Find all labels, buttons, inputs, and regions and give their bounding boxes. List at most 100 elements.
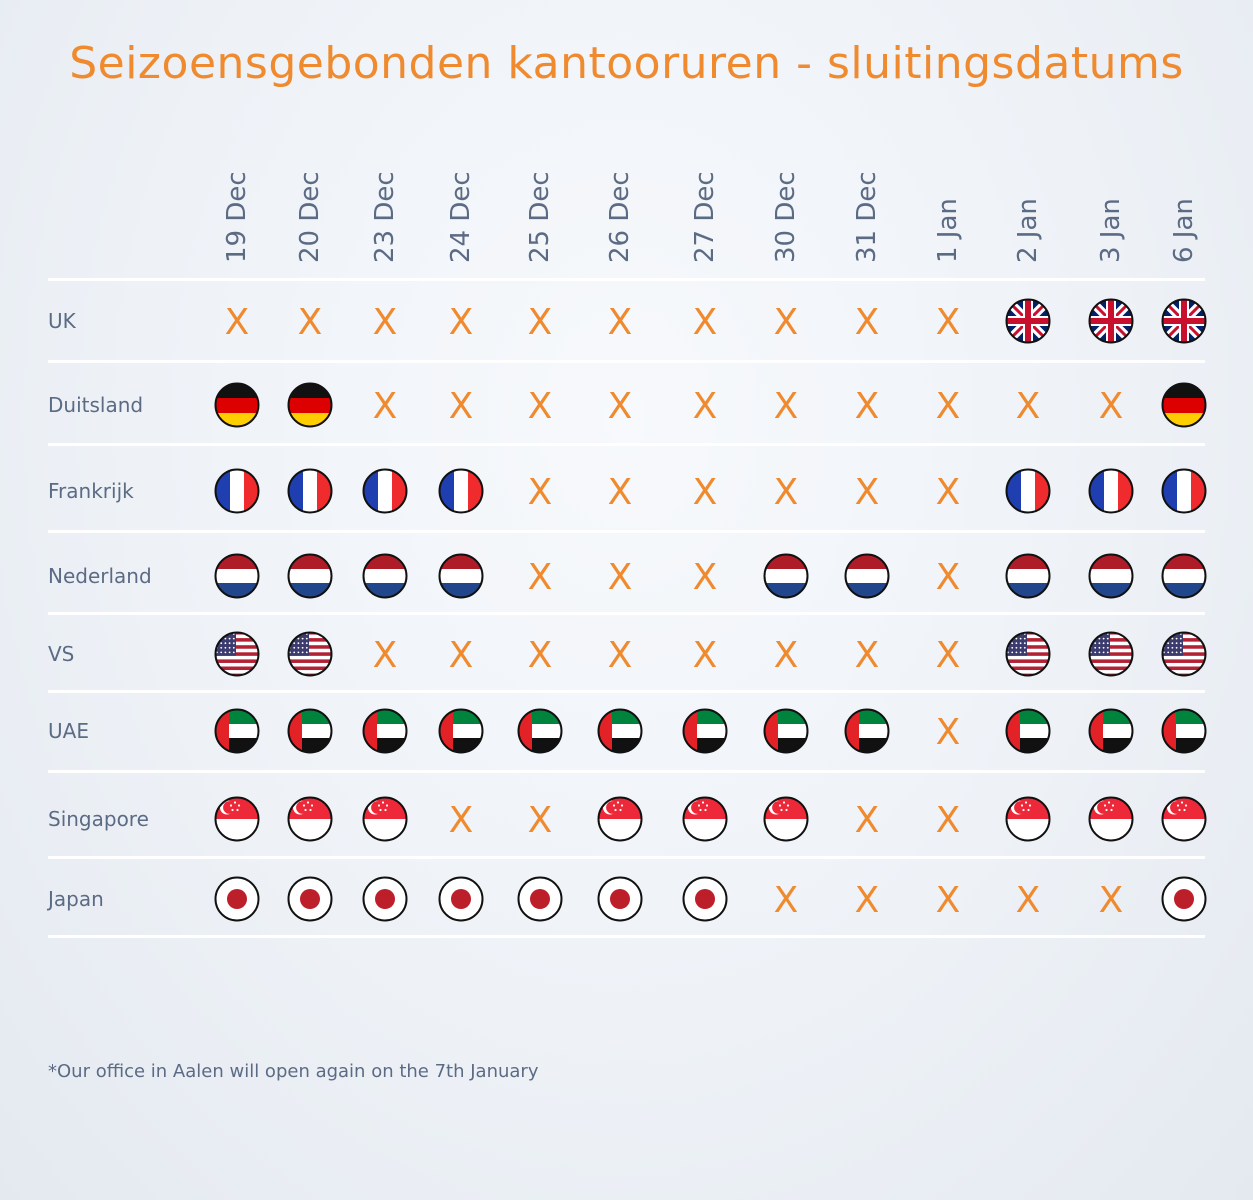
footnote: *Our office in Aalen will open again on … — [48, 1061, 539, 1082]
row-divider — [48, 856, 1205, 859]
closed-x: X — [935, 386, 961, 427]
row-divider — [48, 530, 1205, 533]
closed-x: X — [773, 302, 799, 343]
japan-flag-icon — [516, 875, 564, 923]
country-label: Singapore — [48, 807, 149, 831]
closed-x: X — [773, 635, 799, 676]
closed-mark: X — [596, 552, 644, 600]
date-header: 27 Dec — [690, 171, 720, 263]
closed-mark: X — [843, 297, 891, 345]
closed-mark: X — [681, 467, 729, 515]
uae-flag-icon — [681, 707, 729, 755]
closed-mark: X — [516, 630, 564, 678]
closed-mark: X — [213, 297, 261, 345]
closed-x: X — [607, 557, 633, 598]
date-header: 30 Dec — [771, 171, 801, 263]
closed-mark: X — [596, 630, 644, 678]
france-flag-icon — [213, 467, 261, 515]
closed-mark: X — [681, 630, 729, 678]
netherlands-flag-icon — [437, 552, 485, 600]
closed-x: X — [854, 386, 880, 427]
closed-x: X — [527, 472, 553, 513]
germany-flag-icon — [213, 381, 261, 429]
japan-flag-icon — [596, 875, 644, 923]
uae-flag-icon — [361, 707, 409, 755]
row-divider — [48, 278, 1205, 281]
country-label: UAE — [48, 719, 89, 743]
uae-flag-icon — [213, 707, 261, 755]
singapore-flag-icon — [213, 795, 261, 843]
uae-flag-icon — [762, 707, 810, 755]
closed-mark: X — [843, 875, 891, 923]
closed-x: X — [692, 386, 718, 427]
country-label: Nederland — [48, 564, 152, 588]
closed-mark: X — [596, 381, 644, 429]
japan-flag-icon — [213, 875, 261, 923]
closed-mark: X — [361, 297, 409, 345]
closed-x: X — [224, 302, 250, 343]
closed-x: X — [935, 880, 961, 921]
netherlands-flag-icon — [1160, 552, 1208, 600]
closed-x: X — [1015, 386, 1041, 427]
date-header: 6 Jan — [1169, 198, 1199, 263]
closed-mark: X — [516, 297, 564, 345]
singapore-flag-icon — [1004, 795, 1052, 843]
country-label: Duitsland — [48, 393, 144, 417]
row-divider — [48, 690, 1205, 693]
netherlands-flag-icon — [843, 552, 891, 600]
closed-mark: X — [843, 630, 891, 678]
closed-mark: X — [924, 875, 972, 923]
closed-x: X — [935, 800, 961, 841]
closed-x: X — [854, 472, 880, 513]
netherlands-flag-icon — [213, 552, 261, 600]
closed-x: X — [935, 302, 961, 343]
closed-x: X — [692, 472, 718, 513]
usa-flag-icon — [1160, 630, 1208, 678]
row-divider — [48, 612, 1205, 615]
closed-mark: X — [924, 297, 972, 345]
closed-mark: X — [762, 297, 810, 345]
closed-mark: X — [361, 381, 409, 429]
usa-flag-icon — [213, 630, 261, 678]
usa-flag-icon — [1087, 630, 1135, 678]
date-header: 31 Dec — [852, 171, 882, 263]
closed-mark: X — [924, 552, 972, 600]
usa-flag-icon — [1004, 630, 1052, 678]
closed-mark: X — [361, 630, 409, 678]
closed-x: X — [372, 635, 398, 676]
netherlands-flag-icon — [1087, 552, 1135, 600]
closed-mark: X — [843, 795, 891, 843]
japan-flag-icon — [361, 875, 409, 923]
date-header: 26 Dec — [605, 171, 635, 263]
uae-flag-icon — [1004, 707, 1052, 755]
france-flag-icon — [1160, 467, 1208, 515]
closed-x: X — [935, 472, 961, 513]
closed-x: X — [692, 557, 718, 598]
row-divider — [48, 935, 1205, 938]
closed-mark: X — [437, 795, 485, 843]
closed-x: X — [773, 880, 799, 921]
germany-flag-icon — [286, 381, 334, 429]
date-header: 1 Jan — [933, 198, 963, 263]
singapore-flag-icon — [361, 795, 409, 843]
country-label: Frankrijk — [48, 479, 134, 503]
japan-flag-icon — [286, 875, 334, 923]
closed-mark: X — [1087, 875, 1135, 923]
closed-x: X — [527, 302, 553, 343]
closed-x: X — [527, 386, 553, 427]
country-label: VS — [48, 642, 75, 666]
closed-mark: X — [437, 630, 485, 678]
closed-mark: X — [1004, 875, 1052, 923]
uae-flag-icon — [843, 707, 891, 755]
closed-x: X — [854, 635, 880, 676]
closed-mark: X — [762, 630, 810, 678]
date-header: 2 Jan — [1013, 198, 1043, 263]
closed-x: X — [935, 557, 961, 598]
france-flag-icon — [286, 467, 334, 515]
closed-mark: X — [762, 875, 810, 923]
closed-x: X — [527, 557, 553, 598]
closed-mark: X — [516, 381, 564, 429]
closed-x: X — [297, 302, 323, 343]
france-flag-icon — [1087, 467, 1135, 515]
date-header: 20 Dec — [295, 171, 325, 263]
